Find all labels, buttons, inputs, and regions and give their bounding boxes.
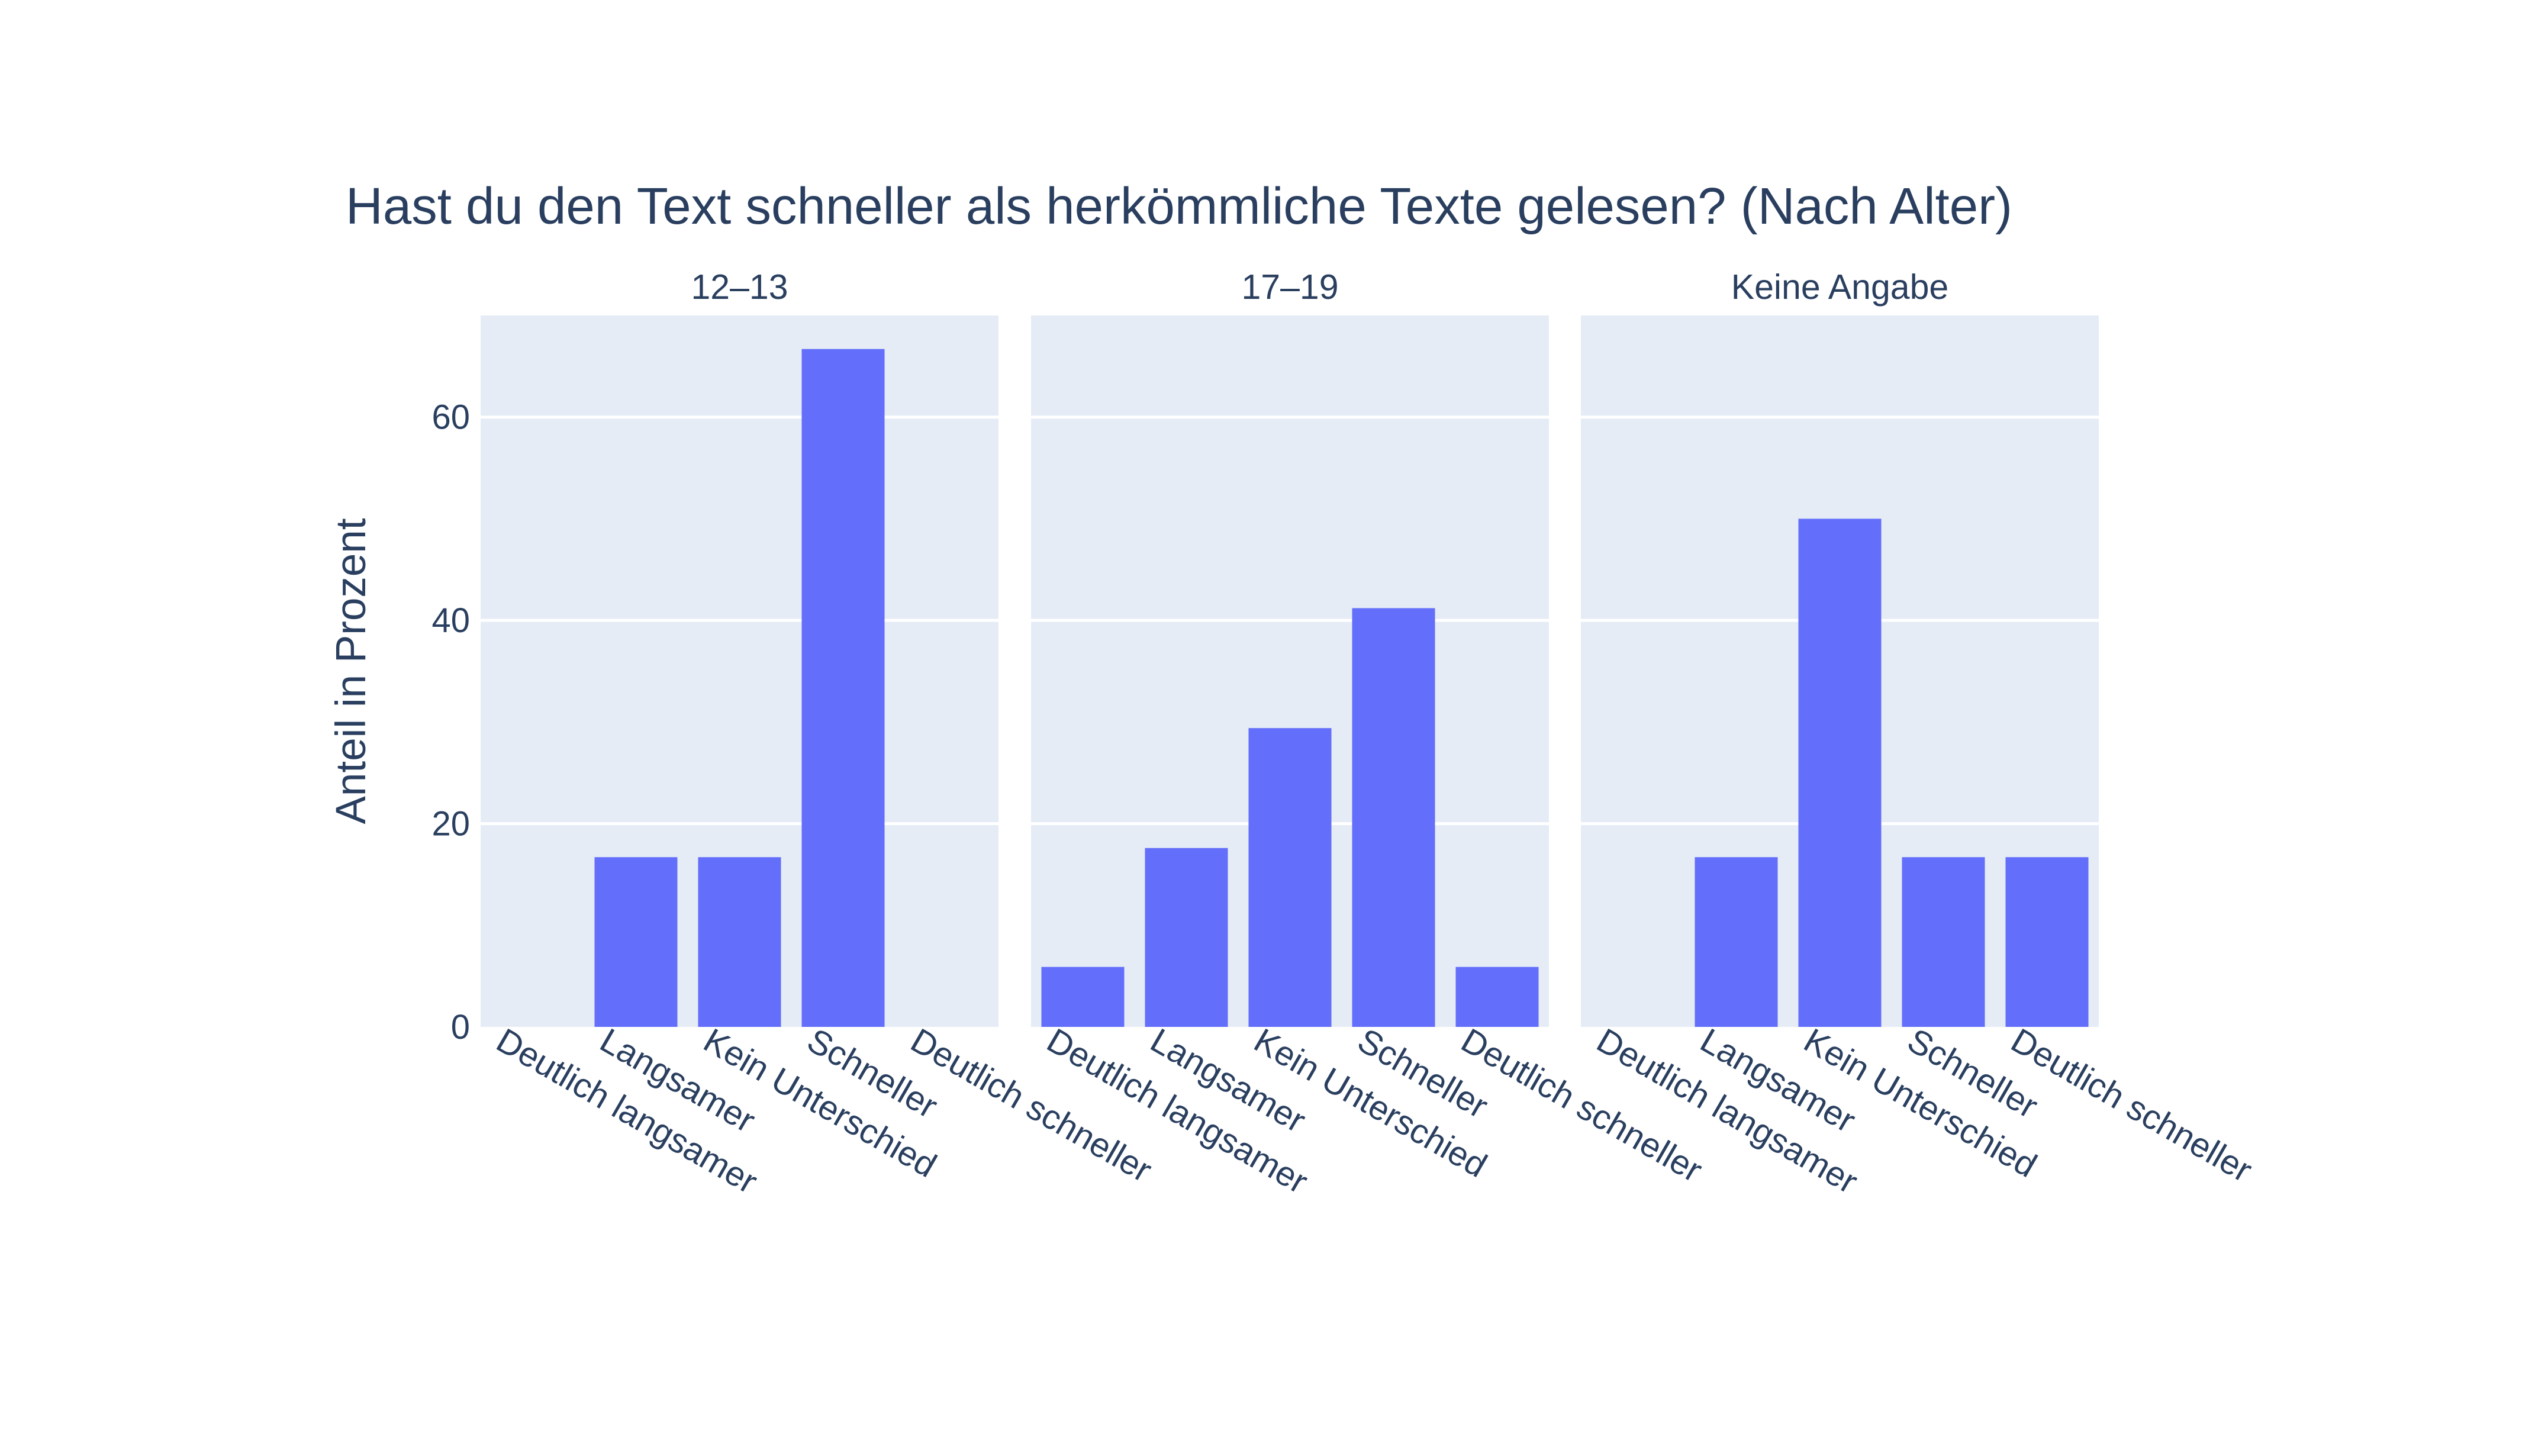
bar-2-1[interactable] (1041, 967, 1125, 1027)
bar-3-2[interactable] (1695, 857, 1778, 1027)
subplot-title: 17–19 (1241, 268, 1338, 307)
bar-2-2[interactable] (1145, 848, 1228, 1027)
bar-1-4[interactable] (801, 349, 885, 1027)
bar-3-4[interactable] (1902, 857, 1985, 1027)
y-tick-label: 0 (451, 1008, 470, 1046)
chart-title: Hast du den Text schneller als herkömmli… (346, 178, 2012, 235)
bar-3-5[interactable] (2005, 857, 2089, 1027)
x-tick-label: Deutlich schneller (904, 1021, 1158, 1190)
x-tick-label: Deutlich schneller (2005, 1021, 2259, 1190)
bar-2-5[interactable] (1455, 967, 1539, 1027)
bar-3-3[interactable] (1798, 518, 1882, 1027)
y-axis-title: Anteil in Prozent (328, 518, 375, 824)
y-tick-label: 40 (431, 601, 470, 640)
subplot-title: Keine Angabe (1731, 268, 1948, 307)
subplot-title: 12–13 (691, 268, 788, 307)
x-tick-label: Deutlich schneller (1455, 1021, 1709, 1190)
y-tick-label: 60 (431, 398, 470, 437)
bar-1-2[interactable] (594, 857, 678, 1027)
y-ticks-layer: 0 20 40 60 (431, 398, 470, 1046)
bar-1-3[interactable] (698, 857, 781, 1027)
bar-2-3[interactable] (1248, 728, 1332, 1027)
y-tick-label: 20 (431, 805, 470, 843)
bar-2-4[interactable] (1352, 608, 1435, 1027)
